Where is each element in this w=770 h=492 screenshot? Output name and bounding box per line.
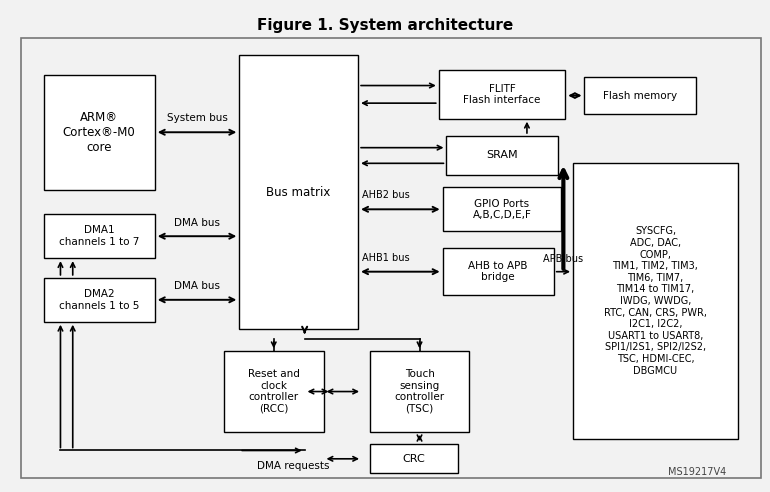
Text: Reset and
clock
controller
(RCC): Reset and clock controller (RCC): [248, 369, 300, 414]
Text: DMA1
channels 1 to 7: DMA1 channels 1 to 7: [59, 225, 139, 247]
Text: Touch
sensing
controller
(TSC): Touch sensing controller (TSC): [394, 369, 444, 414]
Bar: [44, 214, 155, 258]
Text: System bus: System bus: [166, 113, 227, 123]
Bar: [584, 77, 696, 114]
Bar: [370, 351, 470, 432]
Bar: [44, 278, 155, 322]
Text: MS19217V4: MS19217V4: [668, 467, 726, 477]
Bar: [443, 187, 561, 231]
Text: SYSCFG,
ADC, DAC,
COMP,
TIM1, TIM2, TIM3,
TIM6, TIM7,
TIM14 to TIM17,
IWDG, WWDG: SYSCFG, ADC, DAC, COMP, TIM1, TIM2, TIM3…: [604, 226, 707, 375]
Text: CRC: CRC: [403, 454, 425, 464]
Text: DMA2
channels 1 to 5: DMA2 channels 1 to 5: [59, 289, 139, 310]
Bar: [239, 55, 358, 329]
Bar: [370, 444, 458, 473]
Text: AHB1 bus: AHB1 bus: [362, 253, 410, 263]
Bar: [443, 248, 554, 295]
Bar: [224, 351, 323, 432]
Text: AHB to APB
bridge: AHB to APB bridge: [468, 261, 528, 282]
Text: Flash memory: Flash memory: [603, 91, 677, 100]
Text: ARM®
Cortex®-M0
core: ARM® Cortex®-M0 core: [63, 111, 136, 154]
Text: Figure 1. System architecture: Figure 1. System architecture: [257, 18, 513, 33]
Bar: [573, 163, 738, 439]
Text: SRAM: SRAM: [486, 151, 517, 160]
Bar: [439, 70, 565, 119]
Bar: [44, 75, 155, 190]
Text: DMA requests: DMA requests: [256, 461, 330, 471]
Text: AHB2 bus: AHB2 bus: [362, 189, 410, 200]
Text: GPIO Ports
A,B,C,D,E,F: GPIO Ports A,B,C,D,E,F: [473, 198, 531, 220]
Text: FLITF
Flash interface: FLITF Flash interface: [464, 84, 541, 105]
Text: DMA bus: DMA bus: [174, 281, 220, 291]
Text: Bus matrix: Bus matrix: [266, 185, 331, 199]
Text: DMA bus: DMA bus: [174, 217, 220, 227]
Bar: [447, 136, 557, 175]
Text: APB bus: APB bus: [544, 254, 584, 265]
